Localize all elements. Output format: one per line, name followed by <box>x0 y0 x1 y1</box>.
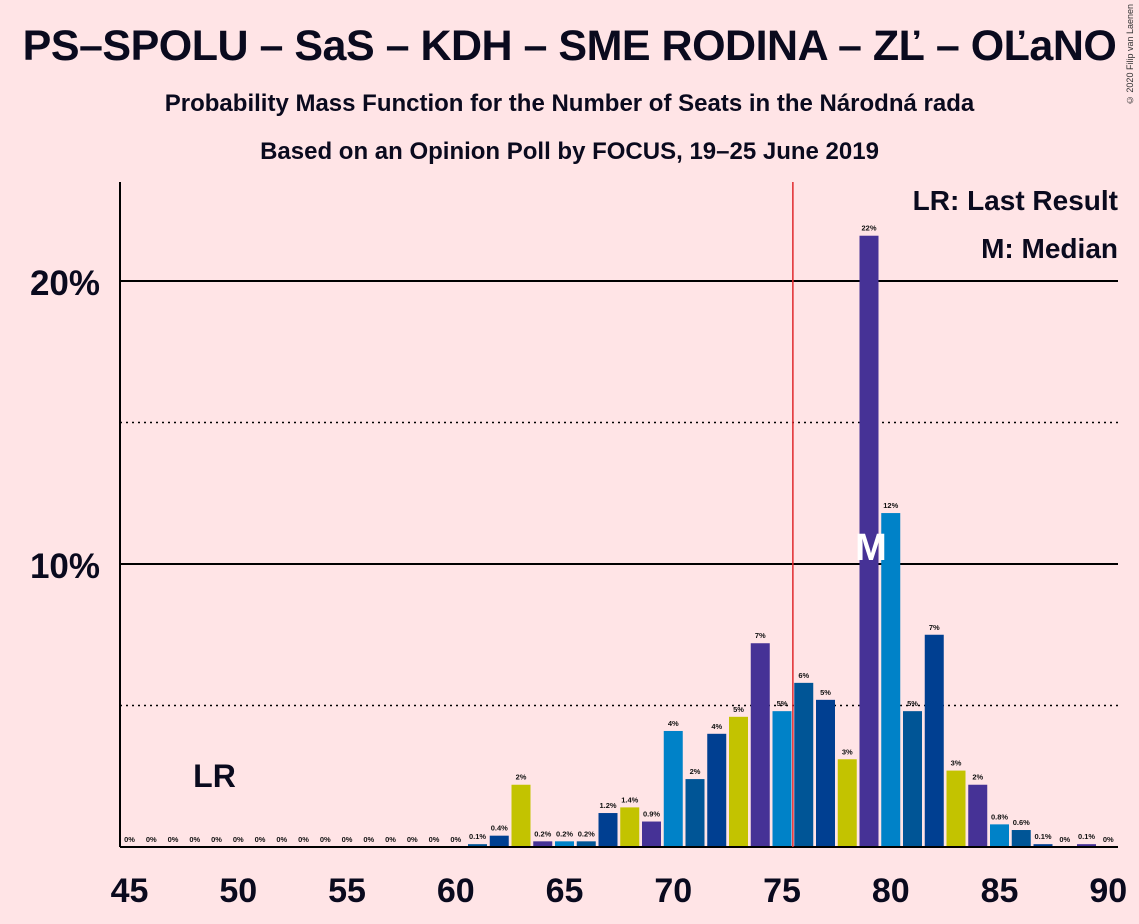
data-label: 5% <box>733 705 744 714</box>
x-tick-label: 75 <box>763 872 801 910</box>
last-result-marker: LR <box>193 758 236 794</box>
bar-seats-74 <box>750 643 770 847</box>
bar-seats-77 <box>816 699 835 847</box>
data-label: 0% <box>189 835 200 844</box>
bar-seats-70 <box>663 730 683 847</box>
data-label: 0.4% <box>491 824 508 833</box>
chart-title: PS–SPOLU – SaS – KDH – SME RODINA – ZĽ –… <box>22 22 1117 70</box>
data-label: 1.4% <box>621 795 638 804</box>
data-label: 4% <box>711 722 722 731</box>
chart-subtitle: Probability Mass Function for the Number… <box>164 90 975 117</box>
data-label: 0.2% <box>556 829 573 838</box>
bar-seats-87 <box>1033 844 1053 847</box>
bar-seats-79 <box>859 235 879 848</box>
bar-seats-64 <box>533 841 553 847</box>
x-tick-label: 65 <box>546 872 584 910</box>
bar-seats-63 <box>511 784 531 847</box>
data-label: 0.8% <box>991 812 1008 821</box>
data-label: 0% <box>1059 835 1070 844</box>
data-label: 0% <box>320 835 331 844</box>
data-label: 0% <box>233 835 244 844</box>
legend-last-result: LR: Last Result <box>913 185 1118 216</box>
data-label: 4% <box>668 719 679 728</box>
x-tick-label: 55 <box>328 872 366 910</box>
data-label: 0.1% <box>1034 832 1051 841</box>
bar-seats-69 <box>642 821 661 847</box>
data-label: 5% <box>907 699 918 708</box>
bar-seats-76 <box>794 682 814 847</box>
data-label: 0% <box>363 835 374 844</box>
data-label: 0.2% <box>578 829 595 838</box>
data-label: 3% <box>951 759 962 768</box>
bar-seats-81 <box>903 711 922 847</box>
data-label: 0% <box>385 835 396 844</box>
x-tick-label: 80 <box>872 872 910 910</box>
data-label: 2% <box>516 773 527 782</box>
data-label: 0% <box>146 835 157 844</box>
bar-seats-71 <box>685 779 705 847</box>
data-label: 0% <box>342 835 353 844</box>
bar-seats-62 <box>489 835 509 847</box>
bar-seats-82 <box>924 634 944 847</box>
data-label: 0% <box>255 835 266 844</box>
bar-seats-78 <box>837 759 857 847</box>
data-label: 1.2% <box>599 801 616 810</box>
bar-seats-89 <box>1077 844 1096 847</box>
data-label: 0% <box>450 835 461 844</box>
bar-seats-83 <box>946 770 966 847</box>
data-label: 22% <box>861 224 876 233</box>
data-label: 0% <box>124 835 135 844</box>
chart-subtitle-poll: Based on an Opinion Poll by FOCUS, 19–25… <box>260 138 879 165</box>
bar-seats-68 <box>620 807 640 847</box>
bar-seats-72 <box>707 733 727 847</box>
bar-seats-67 <box>598 813 618 847</box>
x-tick-label: 70 <box>654 872 692 910</box>
x-tick-label: 45 <box>111 872 149 910</box>
median-marker: M <box>855 527 887 569</box>
data-label: 7% <box>755 631 766 640</box>
bar-seats-75 <box>772 711 792 847</box>
data-label: 0% <box>429 835 440 844</box>
bar-seats-65 <box>555 841 574 847</box>
bar-seats-85 <box>990 824 1009 847</box>
data-label: 0% <box>168 835 179 844</box>
data-label: 0% <box>276 835 287 844</box>
legend-median: M: Median <box>981 233 1118 264</box>
y-tick-label: 10% <box>30 547 100 586</box>
bar-seats-73 <box>729 716 748 847</box>
data-label: 12% <box>883 501 898 510</box>
bar-seats-61 <box>468 844 487 847</box>
data-label: 0.2% <box>534 829 551 838</box>
x-tick-label: 60 <box>437 872 475 910</box>
x-tick-label: 90 <box>1089 872 1127 910</box>
data-label: 0.1% <box>1078 832 1095 841</box>
y-tick-label: 20% <box>30 264 100 303</box>
bar-seats-86 <box>1011 830 1031 847</box>
data-label: 0% <box>298 835 309 844</box>
bar-seats-80 <box>881 513 901 847</box>
x-tick-label: 85 <box>981 872 1019 910</box>
data-label: 5% <box>820 688 831 697</box>
data-label: 0% <box>211 835 222 844</box>
bar-seats-84 <box>968 784 988 847</box>
data-label: 0% <box>407 835 418 844</box>
data-label: 6% <box>798 671 809 680</box>
data-label: 5% <box>777 699 788 708</box>
bar-seats-66 <box>576 841 596 847</box>
data-label: 3% <box>842 747 853 756</box>
data-label: 0% <box>1103 835 1114 844</box>
x-tick-label: 50 <box>219 872 257 910</box>
data-label: 2% <box>690 767 701 776</box>
data-label: 0.9% <box>643 810 660 819</box>
data-label: 2% <box>972 773 983 782</box>
data-label: 7% <box>929 623 940 632</box>
data-label: 0.6% <box>1013 818 1030 827</box>
data-label: 0.1% <box>469 832 486 841</box>
